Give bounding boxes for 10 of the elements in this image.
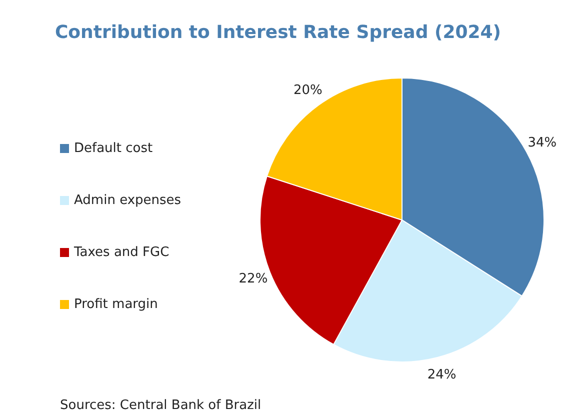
legend-label: Profit margin (73, 296, 159, 314)
legend-label: Default cost (73, 140, 154, 158)
data-label: 24% (427, 367, 456, 382)
chart-title: Contribution to Interest Rate Spread (2024) (54, 22, 502, 43)
data-label: 22% (238, 271, 268, 286)
legend-label: Admin expenses (73, 192, 182, 210)
data-label: 20% (294, 83, 322, 98)
data-label: 34% (528, 135, 557, 150)
legend-label: Taxes and FGC (73, 244, 170, 262)
source-note: Sources: Central Bank of Brazil (60, 398, 262, 413)
